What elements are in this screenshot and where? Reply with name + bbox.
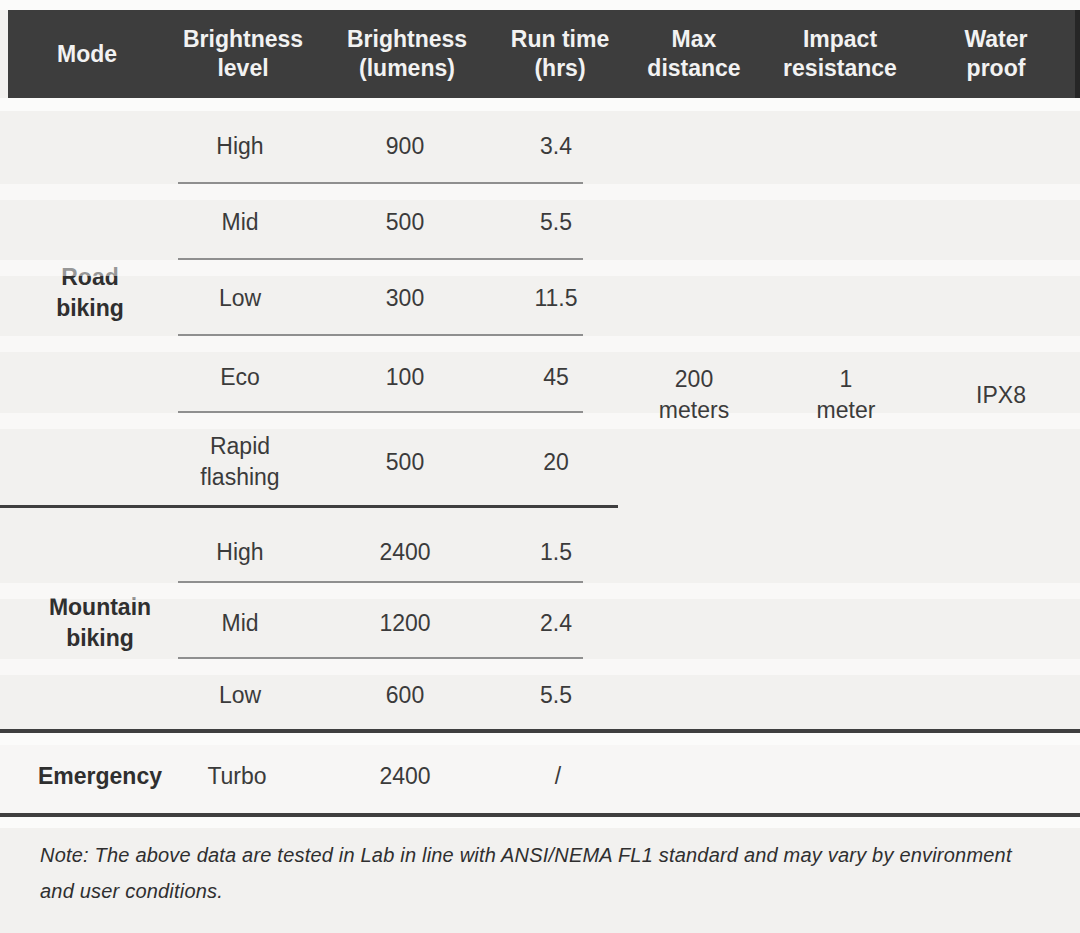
- header-label: Brightness: [347, 25, 467, 54]
- scan-band: [0, 260, 1080, 276]
- header-cell-mode: Mode: [57, 40, 117, 69]
- header-label: Brightness: [183, 25, 303, 54]
- header-cell-water-proof: Water proof: [964, 25, 1027, 83]
- header-label: proof: [964, 54, 1027, 83]
- cell-road-eco-level: Eco: [220, 362, 260, 393]
- cell-mountain-low-runtime: 5.5: [540, 680, 572, 711]
- scan-band: [0, 413, 1080, 429]
- header-cell-max-distance: Max distance: [647, 25, 740, 83]
- mountain-biking-label: Mountain biking: [49, 592, 151, 654]
- under-divider-strip: [0, 733, 1080, 745]
- scan-band: [0, 583, 1080, 599]
- cell-road-rapid-lumens: 500: [386, 447, 424, 478]
- header-label: distance: [647, 54, 740, 83]
- cell-road-high-level: High: [216, 131, 263, 162]
- max-distance-unit: meters: [659, 395, 729, 426]
- emergency-label: Emergency: [38, 761, 162, 792]
- note-text-line2: and user conditions.: [40, 881, 223, 901]
- under-header-strip: [0, 98, 1080, 111]
- spec-table: Mode Brightness level Brightness (lumens…: [0, 0, 1080, 933]
- impact-resistance-value: 1: [817, 364, 876, 395]
- top-white-strip: [0, 0, 1080, 10]
- header-label: resistance: [783, 54, 897, 83]
- mode-label-line: biking: [56, 293, 124, 324]
- cell-road-rapid-runtime: 20: [543, 447, 569, 478]
- header-label: (lumens): [347, 54, 467, 83]
- cell-road-high-lumens: 900: [386, 131, 424, 162]
- scan-band: [0, 184, 1080, 200]
- cell-emergency-level: Turbo: [207, 761, 266, 792]
- level-line: flashing: [200, 462, 279, 493]
- cell-mountain-high-lumens: 2400: [379, 537, 430, 568]
- header-cell-brightness-lumens: Brightness (lumens): [347, 25, 467, 83]
- cell-mountain-mid-runtime: 2.4: [540, 608, 572, 639]
- cell-water-proof: IPX8: [976, 380, 1026, 411]
- header-label: Mode: [57, 40, 117, 69]
- header-label: Max: [647, 25, 740, 54]
- max-distance-value: 200: [659, 364, 729, 395]
- cell-road-eco-lumens: 100: [386, 362, 424, 393]
- scan-band: [0, 659, 1080, 675]
- header-label: Impact: [783, 25, 897, 54]
- header-label: Run time: [511, 25, 609, 54]
- cell-road-low-lumens: 300: [386, 283, 424, 314]
- cell-road-mid-level: Mid: [221, 207, 258, 238]
- cell-road-rapid-level: Rapid flashing: [200, 431, 279, 493]
- cell-road-mid-lumens: 500: [386, 207, 424, 238]
- cell-road-high-runtime: 3.4: [540, 131, 572, 162]
- header-cell-brightness-level: Brightness level: [183, 25, 303, 83]
- cell-road-low-runtime: 11.5: [534, 283, 577, 314]
- cell-road-eco-runtime: 45: [543, 362, 569, 393]
- scan-band: [0, 336, 1080, 352]
- cell-mountain-high-runtime: 1.5: [540, 537, 572, 568]
- cell-emergency-runtime: /: [555, 761, 561, 792]
- cell-road-mid-runtime: 5.5: [540, 207, 572, 238]
- cell-mountain-low-lumens: 600: [386, 680, 424, 711]
- cell-impact-resistance: 1 meter: [817, 364, 876, 426]
- header-label: (hrs): [511, 54, 609, 83]
- mode-label-line: biking: [49, 623, 151, 654]
- note-text-line1: Note: The above data are tested in Lab i…: [40, 845, 1012, 865]
- header-cell-run-time: Run time (hrs): [511, 25, 609, 83]
- cell-emergency-lumens: 2400: [379, 761, 430, 792]
- impact-resistance-unit: meter: [817, 395, 876, 426]
- level-line: Rapid: [200, 431, 279, 462]
- cell-mountain-high-level: High: [216, 537, 263, 568]
- header-cell-impact-resistance: Impact resistance: [783, 25, 897, 83]
- under-divider-strip: [0, 817, 1080, 828]
- header-label: Water: [964, 25, 1027, 54]
- cell-mountain-low-level: Low: [219, 680, 261, 711]
- section-divider: [0, 505, 618, 508]
- cell-max-distance: 200 meters: [659, 364, 729, 426]
- cell-mountain-mid-lumens: 1200: [379, 608, 430, 639]
- header-label: level: [183, 54, 303, 83]
- cell-mountain-mid-level: Mid: [221, 608, 258, 639]
- cell-road-low-level: Low: [219, 283, 261, 314]
